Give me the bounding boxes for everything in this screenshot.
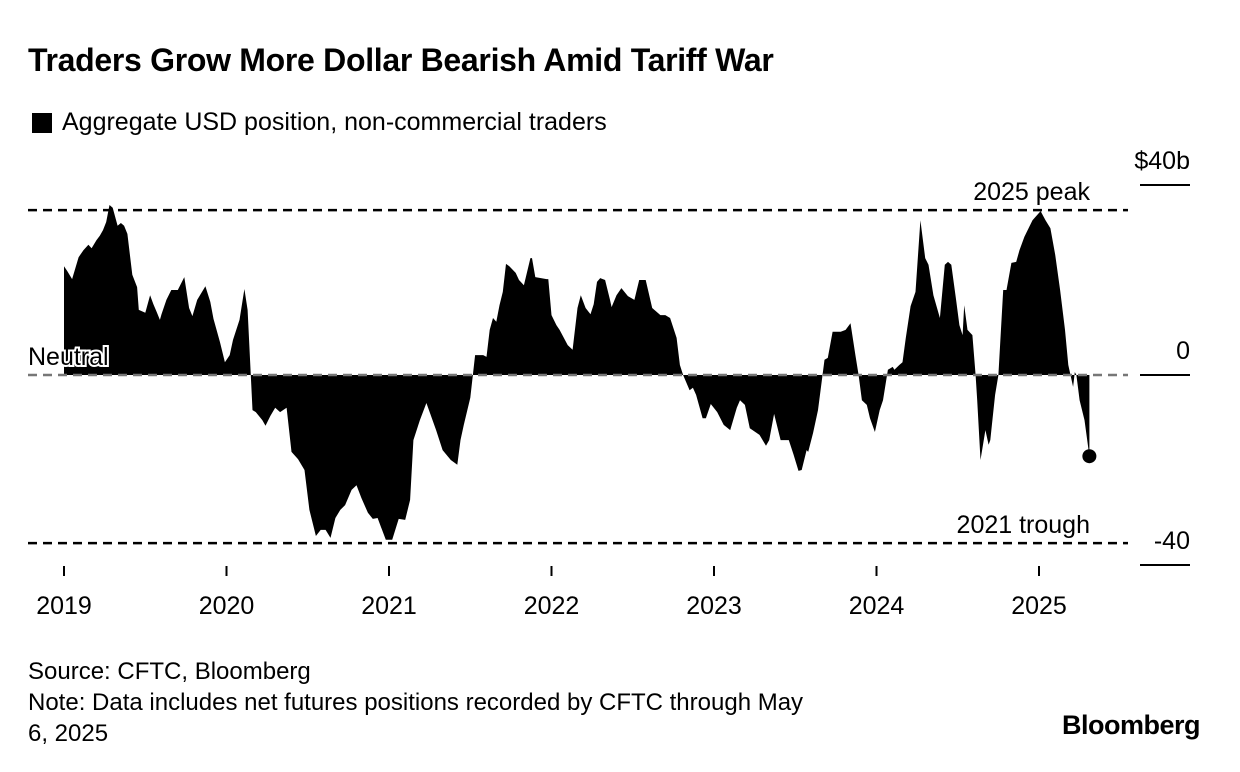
last-value-dot xyxy=(1082,449,1097,464)
peak-label: 2025 peak xyxy=(973,178,1090,206)
legend: Aggregate USD position, non-commercial t… xyxy=(32,108,607,137)
note-text-line1: Note: Data includes net futures position… xyxy=(28,689,804,716)
x-tick-label: 2021 xyxy=(361,592,417,620)
series-area xyxy=(64,205,1090,540)
y-tick-label: 0 xyxy=(1176,337,1190,365)
source-text: Source: CFTC, Bloomberg xyxy=(28,658,311,685)
chart-plot: 2025 peak Neutral 2021 trough $40b 0 -40 2019… xyxy=(26,147,1190,620)
x-tick-label: 2024 xyxy=(849,592,905,620)
y-tick-label: -40 xyxy=(1154,527,1190,555)
y-tick-label: $40b xyxy=(1134,147,1190,175)
note-text-line2: 6, 2025 xyxy=(28,720,109,747)
x-tick-label: 2019 xyxy=(36,592,92,620)
legend-label: Aggregate USD position, non-commercial t… xyxy=(62,108,607,136)
x-tick-label: 2025 xyxy=(1011,592,1067,620)
trough-label: 2021 trough xyxy=(957,511,1090,539)
chart-title: Traders Grow More Dollar Bearish Amid Ta… xyxy=(28,42,774,78)
legend-swatch xyxy=(32,112,52,133)
x-tick-label: 2023 xyxy=(686,592,742,620)
footer: Source: CFTC, Bloomberg Note: Data inclu… xyxy=(28,656,803,749)
bloomberg-logo: Bloomberg xyxy=(1061,710,1201,740)
x-tick-label: 2020 xyxy=(199,592,255,620)
x-tick-label: 2022 xyxy=(524,592,580,620)
neutral-label: Neutral xyxy=(28,343,109,371)
